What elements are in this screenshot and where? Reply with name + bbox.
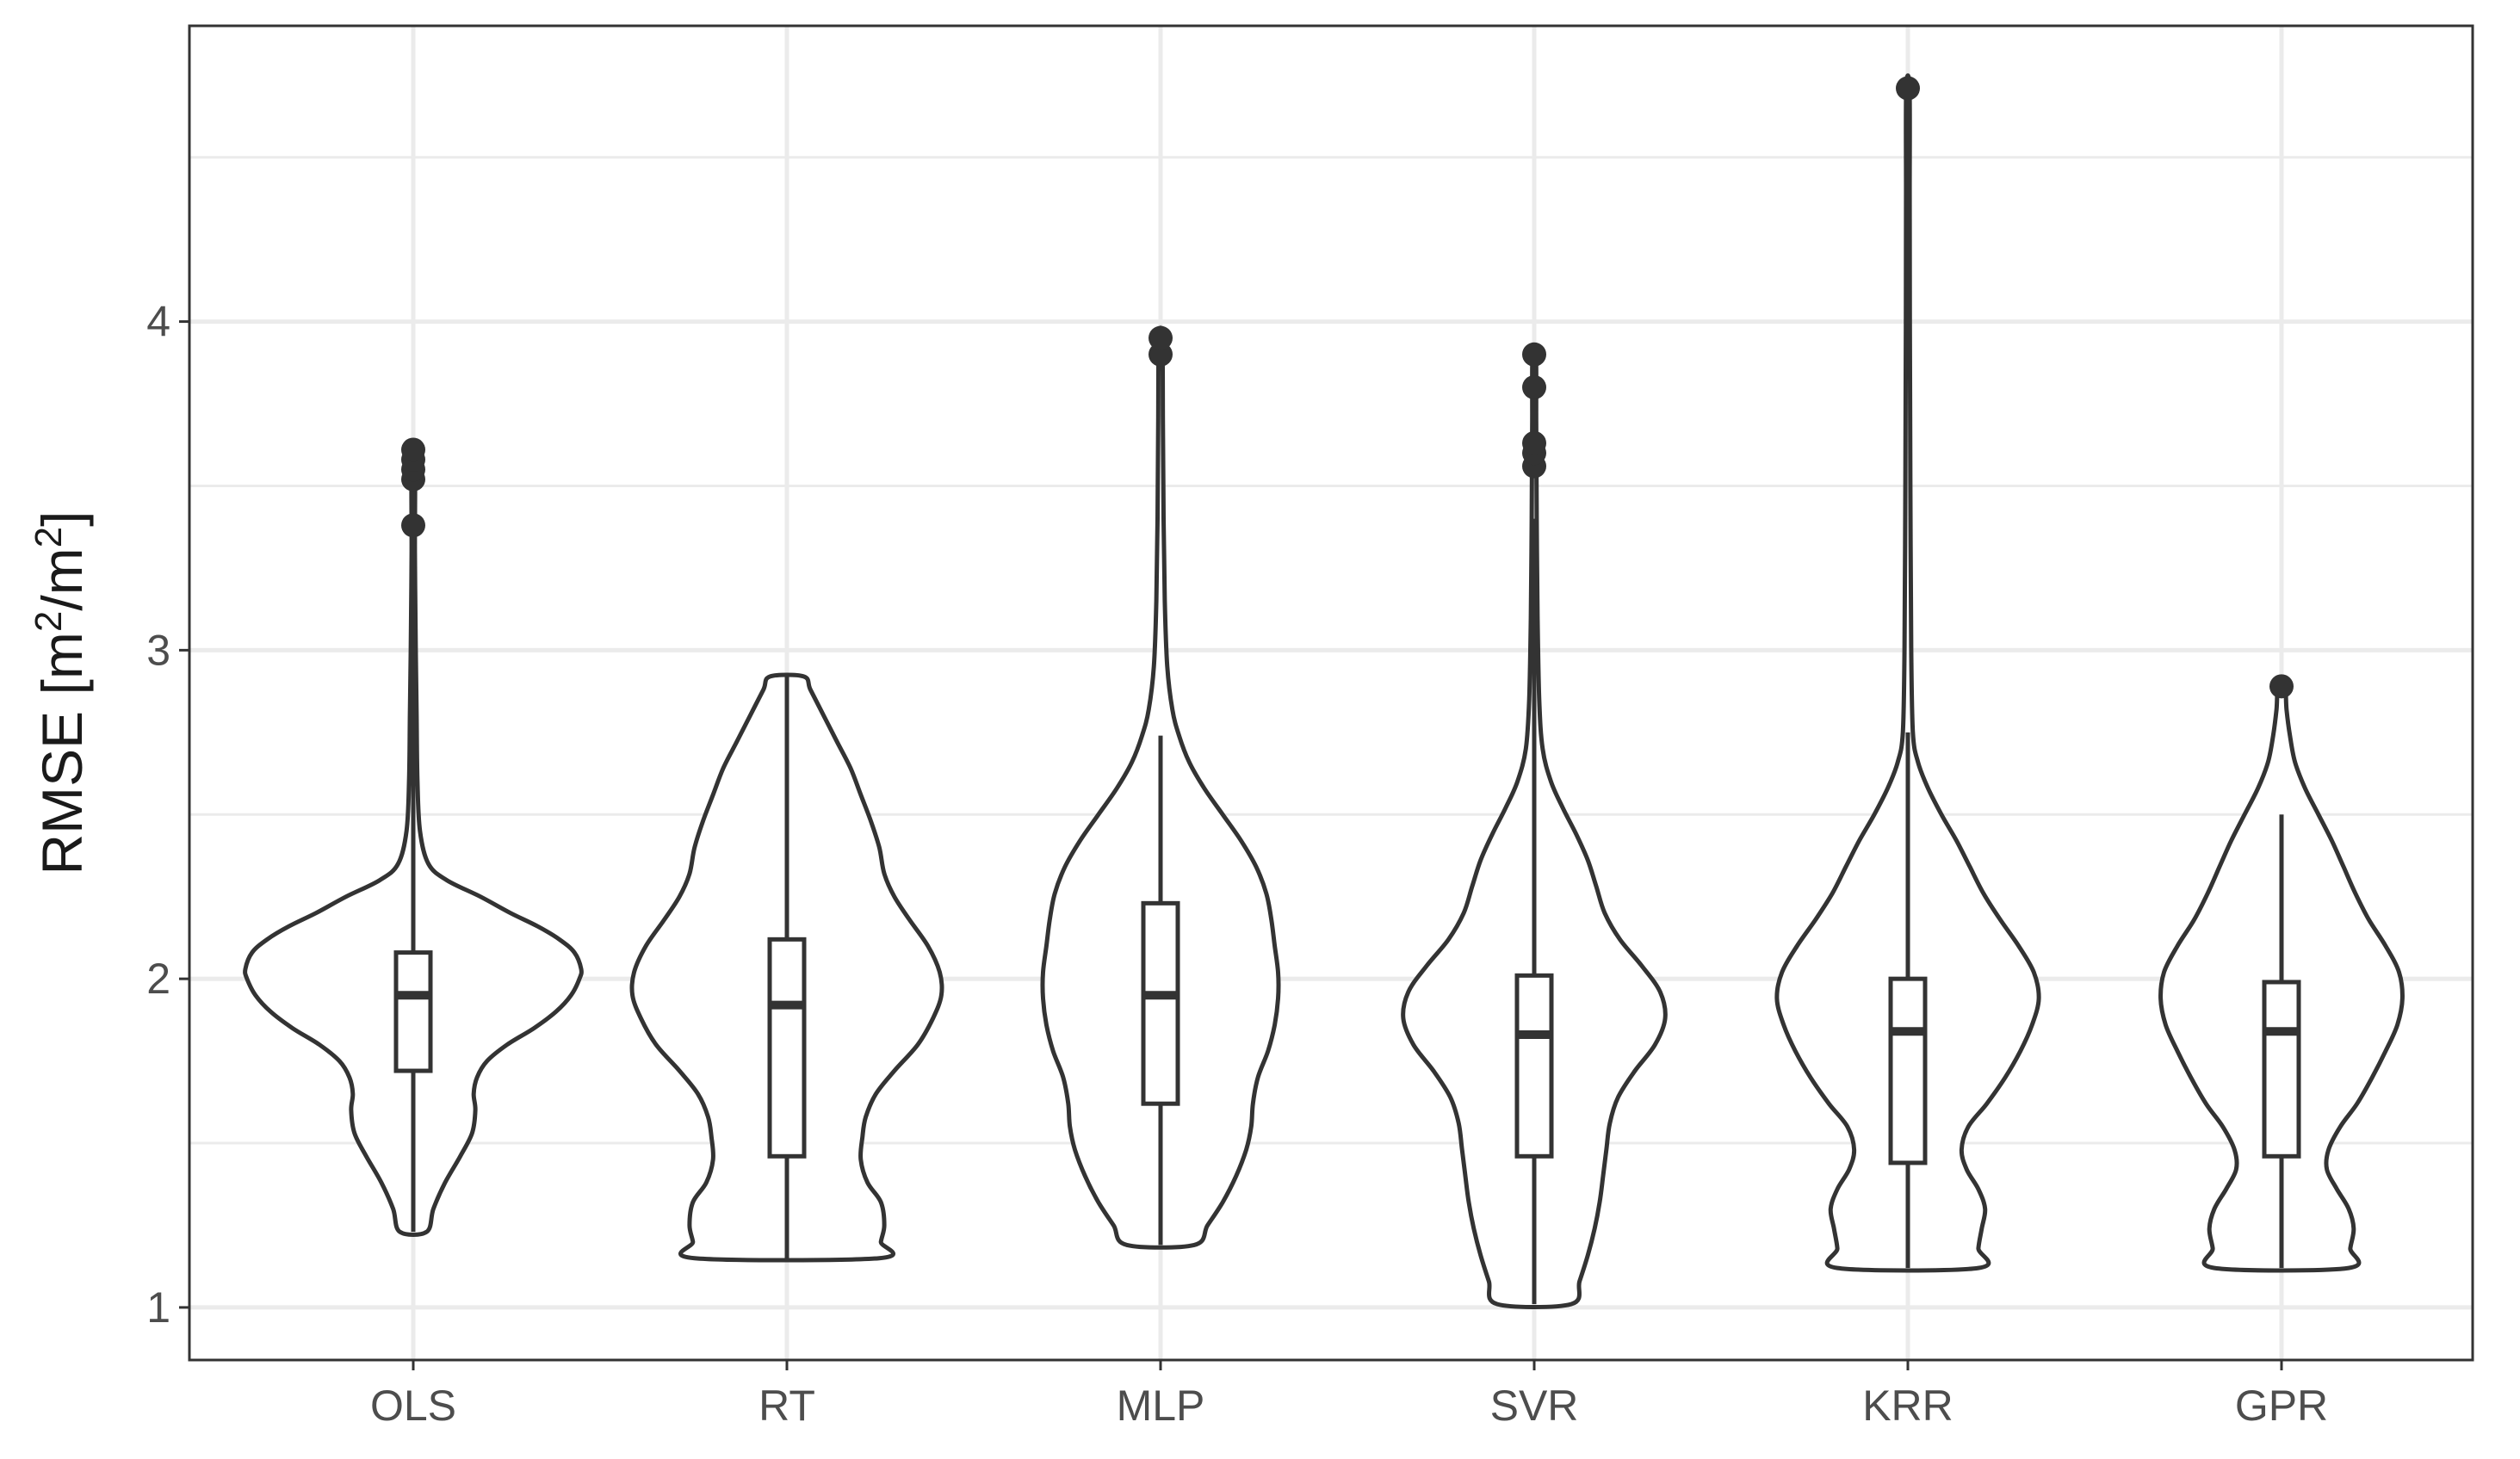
x-tick-label: OLS bbox=[370, 1382, 456, 1430]
outlier-point bbox=[1522, 342, 1546, 367]
y-axis-title-base: RMSE [m bbox=[30, 632, 94, 875]
outlier-point bbox=[401, 437, 425, 462]
violin-rt bbox=[629, 672, 944, 1263]
violins bbox=[243, 73, 2405, 1309]
grid-lines bbox=[189, 26, 2473, 1360]
box-iqr bbox=[1141, 900, 1180, 1106]
violin-svr bbox=[1401, 342, 1668, 1309]
axes: 1 2 3 4 OLS RT MLP SVR KRR GPR bbox=[146, 298, 2328, 1430]
y-axis-title: RMSE [m2/m2] bbox=[28, 511, 95, 875]
outlier-point bbox=[1896, 76, 1920, 101]
y-tick-label: 2 bbox=[146, 955, 170, 1003]
box-iqr bbox=[767, 937, 807, 1159]
y-axis-title-mid: /m bbox=[30, 547, 94, 610]
y-axis-title-sup2: 2 bbox=[28, 527, 70, 547]
y-tick-label: 1 bbox=[146, 1283, 170, 1332]
y-axis-title-end: ] bbox=[30, 511, 94, 527]
plot-panel-border bbox=[188, 24, 2474, 1362]
box-iqr bbox=[1888, 976, 1928, 1165]
x-tick-label: GPR bbox=[2235, 1382, 2328, 1430]
y-axis-title-sup1: 2 bbox=[28, 611, 70, 632]
x-tick-label: SVR bbox=[1490, 1382, 1579, 1430]
outlier-point bbox=[1522, 430, 1546, 455]
outlier-point bbox=[1149, 325, 1173, 350]
violin-mlp bbox=[1040, 325, 1281, 1250]
box-iqr bbox=[2262, 980, 2301, 1159]
box-iqr bbox=[1514, 973, 1554, 1159]
outlier-point bbox=[401, 513, 425, 538]
violin-krr bbox=[1774, 73, 2041, 1273]
x-tick-label: RT bbox=[758, 1382, 815, 1430]
y-tick-label: 4 bbox=[146, 298, 170, 346]
outlier-point bbox=[2269, 674, 2294, 699]
x-tick-label: KRR bbox=[1862, 1382, 1953, 1430]
y-tick-label: 3 bbox=[146, 626, 170, 674]
x-tick-label: MLP bbox=[1117, 1382, 1205, 1430]
violin-gpr bbox=[2158, 674, 2405, 1273]
outlier-point bbox=[1522, 374, 1546, 399]
box-iqr bbox=[393, 950, 433, 1073]
violin-ols bbox=[243, 437, 584, 1237]
